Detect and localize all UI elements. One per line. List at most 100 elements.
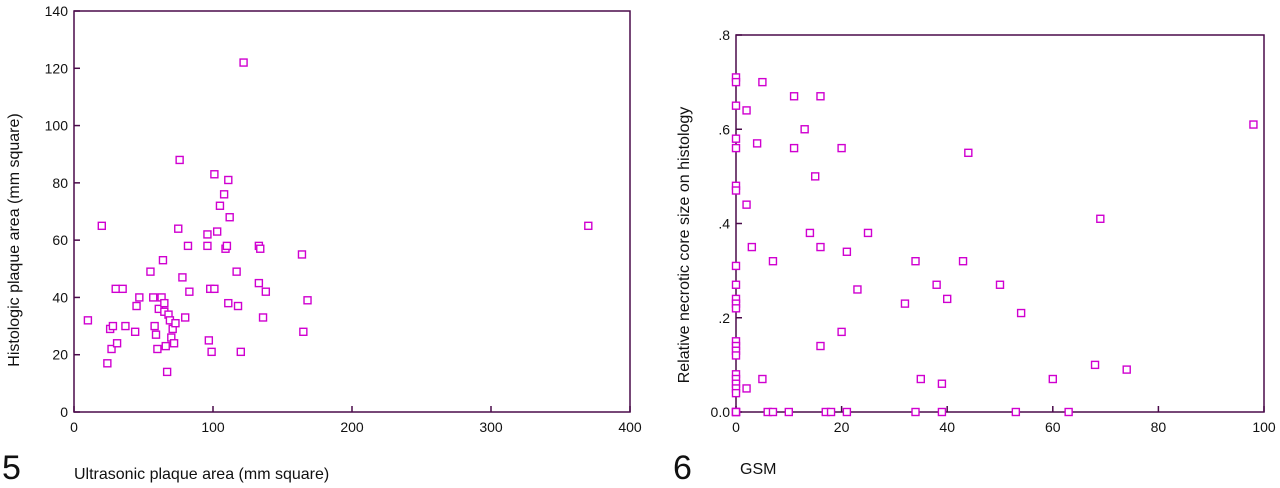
data-point [731,134,741,143]
y-tick-label: .6 [718,121,730,137]
data-point [222,241,232,251]
data-point [132,301,141,311]
data-point [224,298,233,308]
data-point [158,255,168,265]
x-tick-label: 300 [479,419,503,435]
data-point [811,172,820,181]
data-points-5 [83,58,593,377]
data-point [212,227,222,236]
data-point [731,304,741,313]
data-point [1090,360,1100,370]
y-tick-label: 20 [52,347,68,363]
data-point [1096,214,1105,223]
y-tick-label: 80 [52,175,68,191]
data-point [731,280,741,289]
data-point [826,407,836,417]
data-point [916,374,925,384]
x-ticks-6: 0 20 40 60 80 100 [732,406,1276,435]
data-point [842,407,852,417]
data-point [174,224,183,233]
data-point [299,327,308,336]
data-point [121,321,130,331]
data-point [161,341,170,351]
data-point [210,284,219,294]
data-point [256,244,265,253]
data-point [911,407,920,417]
x-tick-label: 0 [70,419,78,435]
data-point [758,374,767,384]
plot-frame-6 [735,34,1265,413]
data-point [146,267,155,276]
data-point [135,293,144,302]
data-point [169,339,179,348]
data-point [937,379,947,388]
data-point [731,143,741,153]
data-point [297,250,307,259]
data-point [758,77,767,87]
data-point [964,148,973,158]
y-tick-label: 60 [52,232,68,248]
data-point [233,301,243,311]
y-tick-label: .2 [718,310,730,326]
x-tick-label: 0 [732,419,740,435]
data-point [210,170,219,179]
data-point [784,407,793,417]
x-tick-label: 80 [1151,419,1167,435]
data-point [254,278,264,288]
figure-number-5: 5 [2,449,21,487]
data-point [215,201,225,210]
data-point [731,407,741,417]
y-axis-title-5: Histologic plaque area (mm square) [6,113,23,366]
data-point [584,221,593,231]
data-point [112,339,122,348]
data-point [118,284,127,294]
data-point [789,143,799,153]
data-point [932,280,941,289]
data-point [219,190,229,199]
data-point [183,241,193,251]
data-point [816,242,825,252]
x-tick-label: 60 [1045,419,1061,435]
x-tick-label: 20 [834,419,850,435]
data-point [943,294,952,304]
data-point [160,298,169,308]
data-point [837,327,846,337]
data-point [842,247,852,256]
y-ticks-5: 0 20 40 60 80 100 120 140 [45,3,80,420]
x-ticks-5: 0 100 200 300 400 [70,406,642,435]
data-point [863,228,873,238]
data-point [171,319,180,328]
data-point [731,101,741,110]
x-axis-title-6: GSM [740,461,776,478]
data-point [239,58,248,67]
data-point [731,351,741,360]
data-point [742,200,751,209]
data-point [83,316,93,325]
data-point [731,388,741,398]
y-tick-label: 140 [45,3,69,19]
data-point [731,77,741,87]
data-point [258,313,268,322]
data-point [225,213,234,222]
data-point [1048,374,1058,384]
data-point [178,273,187,282]
data-point [853,285,862,294]
data-point [153,344,162,354]
x-tick-label: 40 [939,419,955,435]
x-tick-label: 100 [201,419,225,435]
data-point [204,336,214,345]
data-point [816,92,825,101]
y-tick-label: 0 [60,404,68,420]
data-point [995,280,1005,289]
data-point [185,287,194,296]
y-tick-label: 0.0 [711,404,731,420]
data-point [232,267,241,276]
data-point [203,230,212,239]
data-point [937,407,947,417]
data-point [742,384,751,393]
data-point [97,221,107,231]
data-point [1249,120,1258,129]
data-point [1016,308,1026,318]
data-point [789,92,799,101]
